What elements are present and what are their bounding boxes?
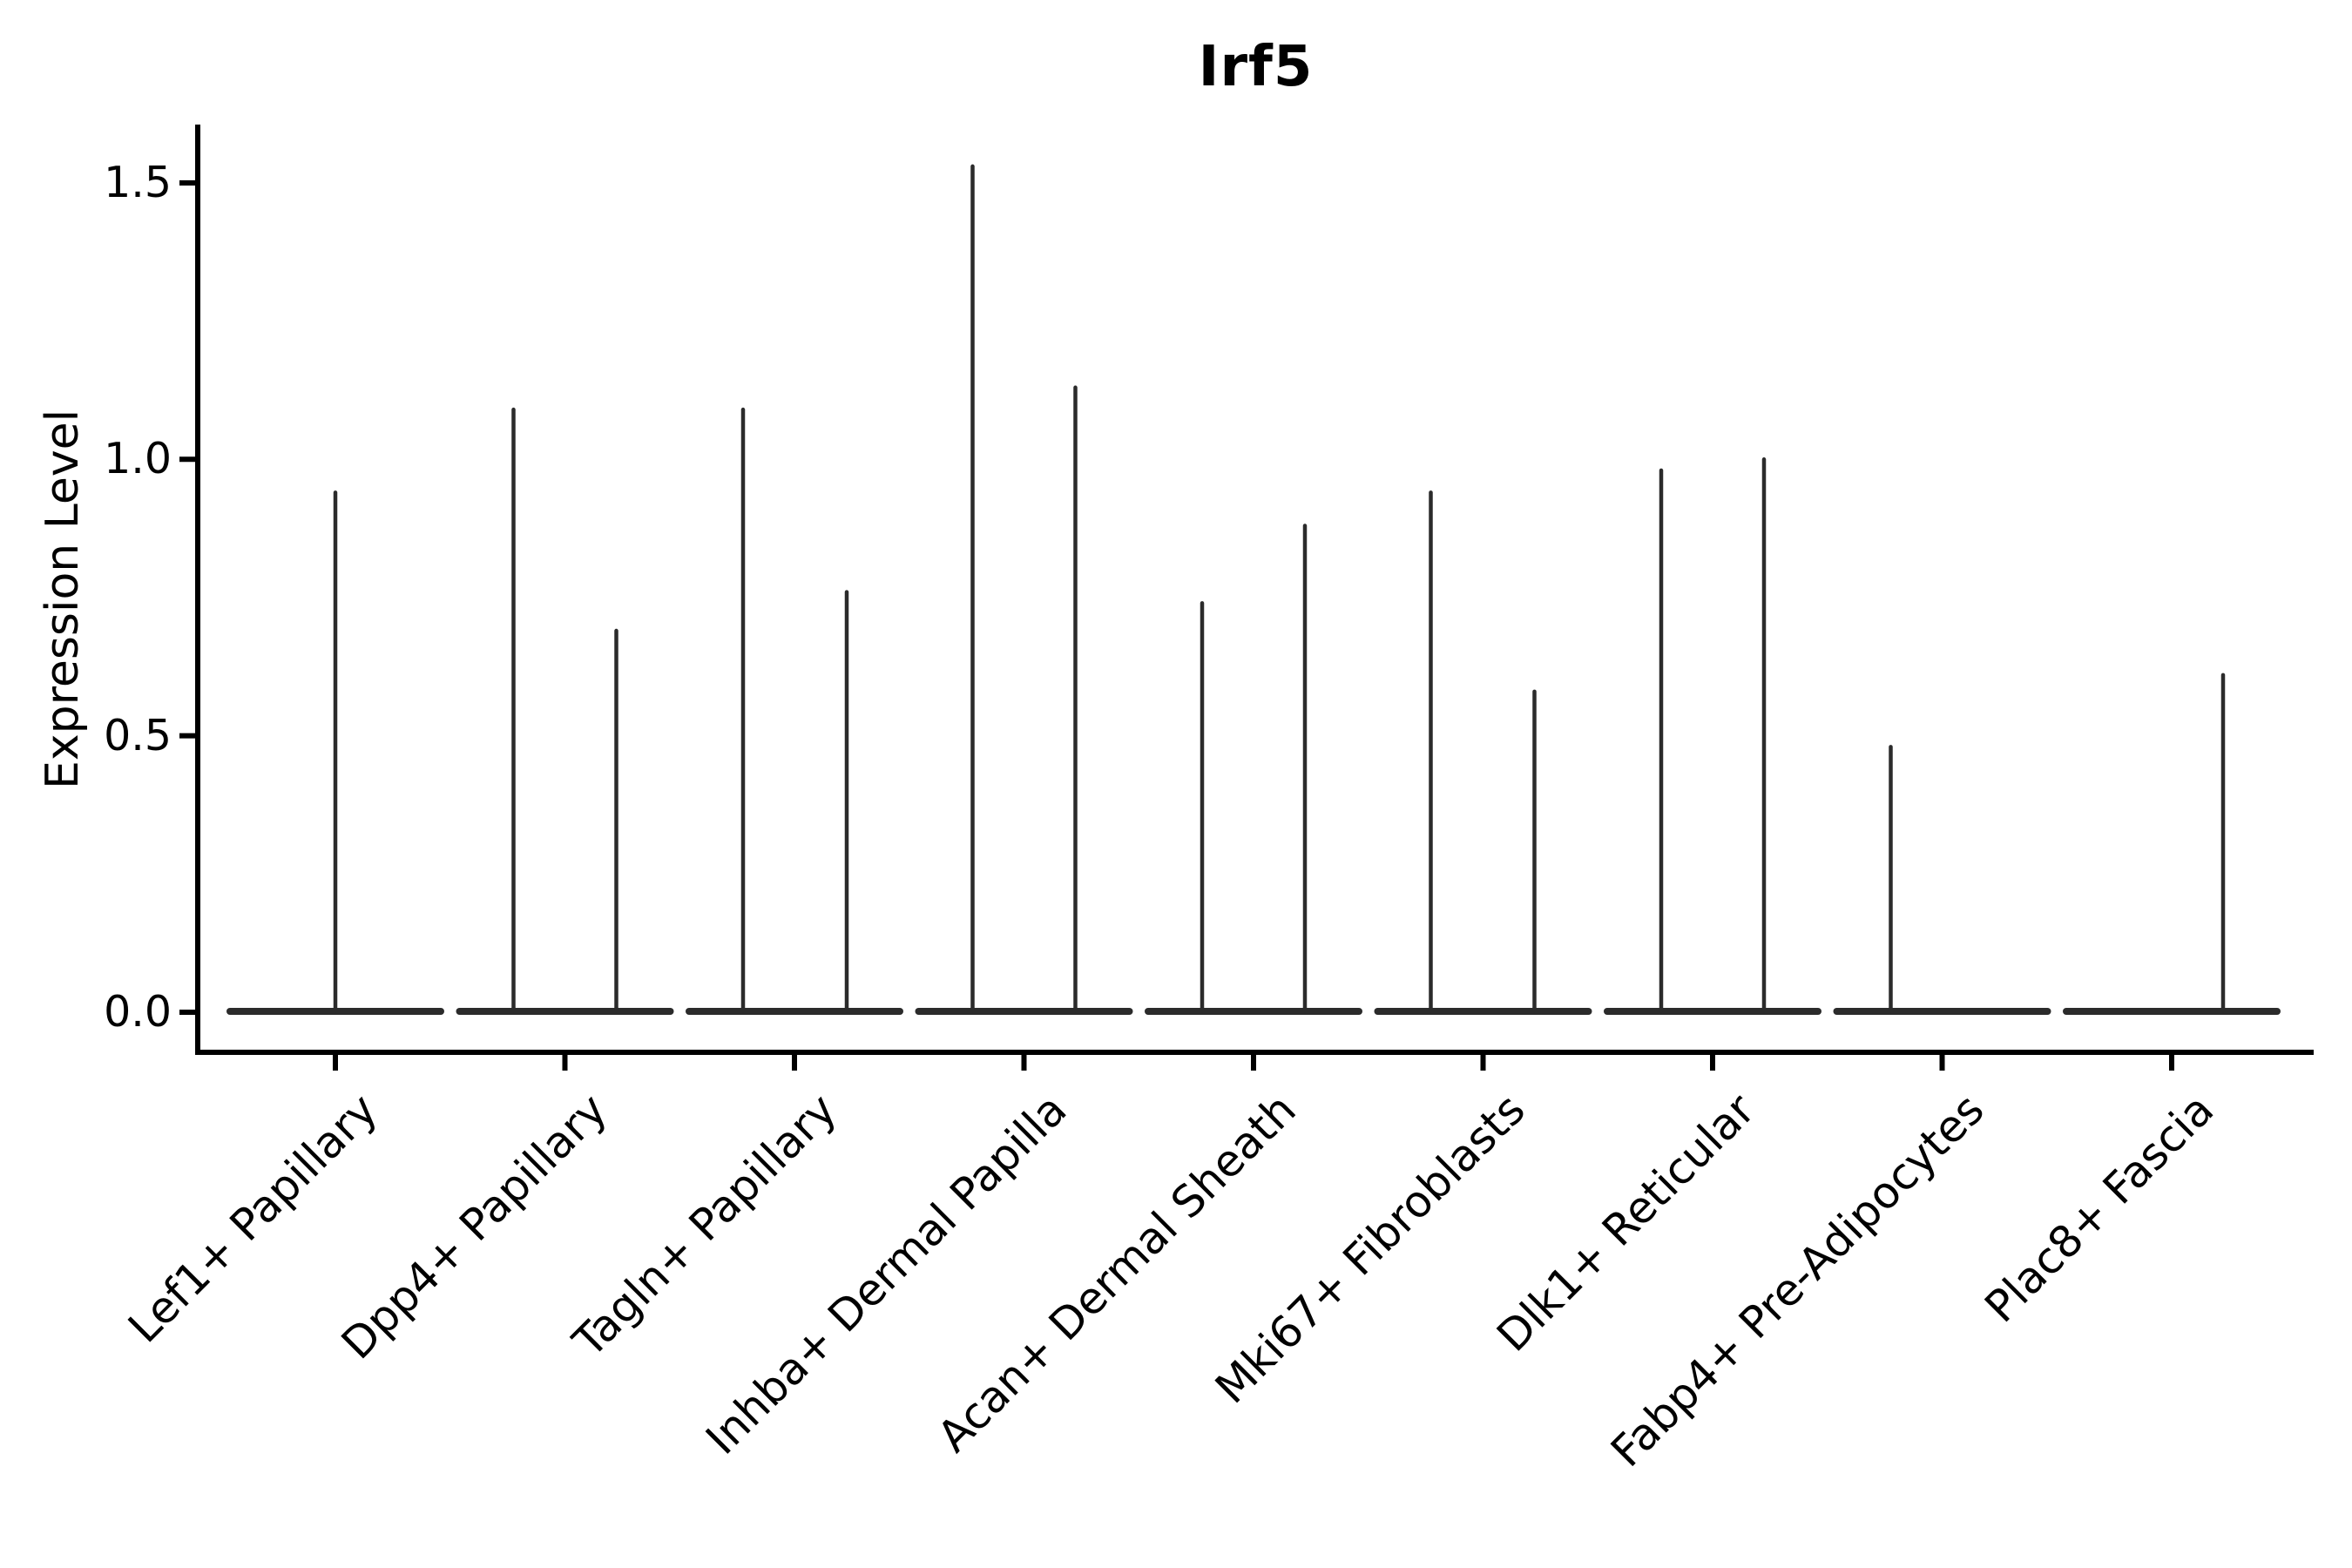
y-tick-label: 1.5 [104,157,172,207]
plot-title: Irf5 [1198,35,1314,99]
y-tick-label: 0.0 [104,987,172,1037]
y-tick-label: 1.0 [104,434,172,484]
y-tick-label: 0.5 [104,710,172,760]
